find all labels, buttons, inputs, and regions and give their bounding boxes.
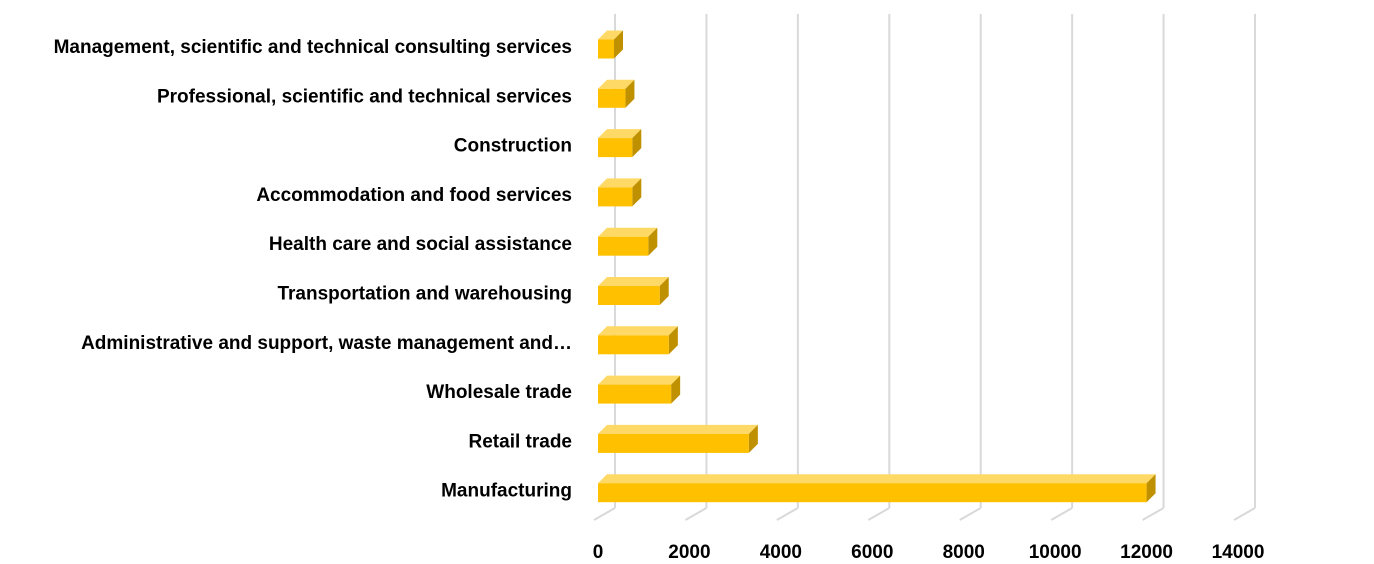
bar-front-face <box>598 39 614 59</box>
category-label: Wholesale trade <box>426 382 572 403</box>
bar-side-face <box>1146 474 1156 503</box>
bar-side-face <box>632 129 642 158</box>
x-axis-tick-labels: 0 2000 4000 6000 8000 10000 12000 14000 <box>593 542 1265 563</box>
x-tick-label: 8000 <box>943 542 985 563</box>
x-tick-label: 2000 <box>668 542 710 563</box>
bar-front-face <box>598 384 672 404</box>
bar <box>598 326 678 355</box>
gridline-floor <box>1233 507 1256 521</box>
bar-front-face <box>598 88 626 108</box>
bar-front-face <box>598 236 649 256</box>
gridlines <box>593 14 1256 521</box>
category-labels: Management, scientific and technical con… <box>54 37 572 502</box>
category-label: Management, scientific and technical con… <box>54 37 572 58</box>
gridline-floor <box>776 507 799 521</box>
bar-side-face <box>632 178 642 207</box>
category-label: Retail trade <box>469 431 572 452</box>
category-label: Accommodation and food services <box>256 185 572 206</box>
x-tick-label: 12000 <box>1120 542 1173 563</box>
bar-front-face <box>598 286 660 305</box>
bar-side-face <box>748 424 758 453</box>
bar-top-face <box>598 79 635 89</box>
bar-top-face <box>598 227 658 237</box>
bar-top-face <box>598 424 758 434</box>
bars <box>598 30 1156 503</box>
bar <box>598 178 642 207</box>
bar-front-face <box>598 483 1147 503</box>
gridline-floor <box>959 507 982 521</box>
bar-front-face <box>598 433 749 453</box>
bar <box>598 227 658 256</box>
category-label: Transportation and warehousing <box>277 284 572 305</box>
bar-side-face <box>671 375 681 404</box>
bar <box>598 79 635 108</box>
x-tick-label: 6000 <box>851 542 893 563</box>
bar-top-face <box>598 277 669 286</box>
bar-front-face <box>598 187 633 207</box>
gridline-floor <box>867 507 890 521</box>
gridline-floor <box>1142 507 1165 521</box>
bar-front-face <box>598 138 633 158</box>
category-label: Construction <box>454 136 572 157</box>
category-label: Health care and social assistance <box>269 234 572 255</box>
bar-top-face <box>598 474 1156 484</box>
bar <box>598 129 642 158</box>
category-label: Manufacturing <box>441 481 572 502</box>
x-tick-label: 4000 <box>760 542 802 563</box>
bar-side-face <box>625 79 635 108</box>
bar-top-face <box>598 178 642 188</box>
bar-top-face <box>598 326 678 336</box>
bar <box>598 424 758 453</box>
gridline-floor <box>684 507 707 521</box>
bar-front-face <box>598 335 669 355</box>
bar <box>598 375 681 404</box>
bar-top-face <box>598 129 642 139</box>
gridline-floor <box>593 507 616 521</box>
bar-side-face <box>648 227 658 256</box>
x-tick-label: 14000 <box>1212 542 1265 563</box>
category-label: Professional, scientific and technical s… <box>157 86 572 107</box>
bar <box>598 30 623 59</box>
x-tick-label: 0 <box>593 542 604 563</box>
bar-top-face <box>598 375 681 385</box>
x-tick-label: 10000 <box>1029 542 1082 563</box>
gridline-floor <box>1050 507 1073 521</box>
category-label: Administrative and support, waste manage… <box>81 333 572 354</box>
bar-side-face <box>668 326 678 355</box>
bar-side-face <box>659 277 669 305</box>
bar <box>598 277 669 305</box>
bar <box>598 474 1156 503</box>
bar-side-face <box>614 30 623 59</box>
bar-top-face <box>598 30 623 40</box>
